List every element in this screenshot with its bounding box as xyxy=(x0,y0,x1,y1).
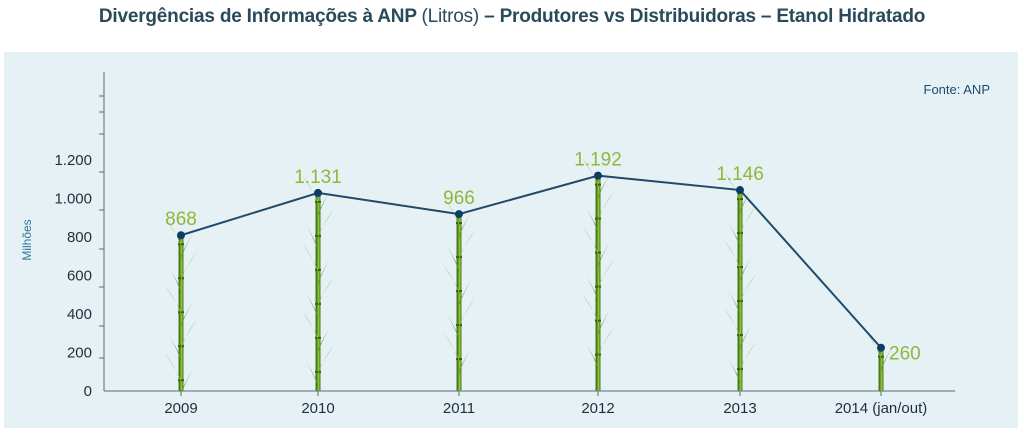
data-label: 868 xyxy=(165,209,197,230)
x-tick-label: 2014 (jan/out) xyxy=(835,400,928,417)
y-tick-label: 200 xyxy=(67,345,92,362)
stalk-highlight xyxy=(597,175,600,391)
sugarcane-stalk xyxy=(724,172,756,391)
y-tick-label: 400 xyxy=(67,306,92,323)
y-tick-label: 1.000 xyxy=(54,191,92,208)
x-tick-label: 2011 xyxy=(443,400,475,417)
y-tick-label: 1.200 xyxy=(54,152,92,169)
stalk-highlight xyxy=(317,192,320,391)
data-label: 1.131 xyxy=(294,167,342,188)
data-label: 966 xyxy=(443,188,475,209)
series-layer xyxy=(177,171,885,352)
data-labels: 868 1.131 966 1.192 1.146 260 xyxy=(165,150,921,365)
chart-title: Divergências de Informações à ANP (Litro… xyxy=(0,6,1024,28)
data-point xyxy=(455,210,463,219)
x-tick-label: 2013 xyxy=(723,400,756,417)
sugarcane-stalk xyxy=(165,217,197,396)
x-tick-label: 2012 xyxy=(581,400,614,417)
x-tick-label: 2009 xyxy=(164,400,197,417)
series-line xyxy=(180,174,882,349)
data-point xyxy=(877,343,885,352)
data-label: 1.192 xyxy=(574,150,622,171)
y-axis-label: Milhões xyxy=(20,219,34,260)
sugarcane-stalk xyxy=(865,329,893,391)
y-tick-label: 800 xyxy=(67,229,92,246)
x-tick-label: 2010 xyxy=(301,400,334,417)
sugarcane-stalk xyxy=(302,174,334,391)
data-point xyxy=(177,231,185,240)
sugarcane-illustrations xyxy=(165,157,893,396)
data-point xyxy=(594,171,602,180)
source-note: Fonte: ANP xyxy=(924,82,990,97)
chart-axes: 0 200 400 600 800 1.000 1.200 2009 2010 2011 2012 2… xyxy=(54,72,955,417)
sugarcane-stalk xyxy=(582,157,614,391)
title-main: Divergências de Informações à ANP xyxy=(98,6,422,27)
sugarcane-stalk xyxy=(443,196,475,391)
y-tick-label: 600 xyxy=(67,268,92,285)
data-point xyxy=(736,186,744,195)
data-label: 260 xyxy=(889,344,921,365)
title-rest: – Produtores vs Distribuidoras – Etanol … xyxy=(479,6,926,27)
y-tick-label: 0 xyxy=(84,383,92,400)
data-point xyxy=(314,188,322,197)
stalk-highlight xyxy=(739,190,742,391)
title-unit: (Litros) xyxy=(421,6,480,27)
data-label: 1.146 xyxy=(716,164,764,185)
